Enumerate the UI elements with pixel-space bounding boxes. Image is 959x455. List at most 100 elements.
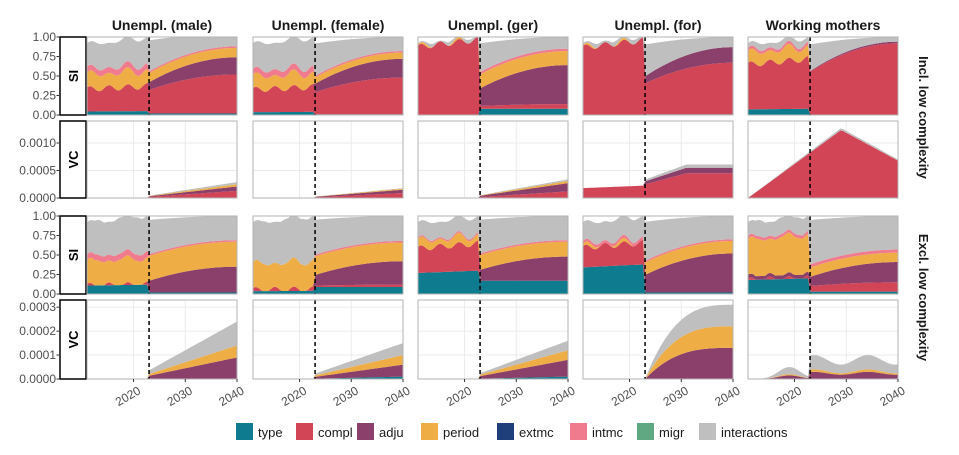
legend-label-interactions: interactions — [721, 425, 788, 440]
area-period — [253, 52, 403, 93]
facet-label-box — [59, 215, 87, 295]
facet-label-box — [59, 120, 87, 199]
area-period — [418, 350, 568, 379]
area-adju — [87, 357, 237, 379]
column-title: Unempl. (female) — [272, 17, 385, 33]
area-compl — [583, 173, 733, 198]
area-adju — [583, 167, 733, 189]
area-interactions — [583, 304, 733, 379]
area-interactions — [87, 37, 237, 72]
area-type — [748, 108, 898, 115]
panel-border — [747, 36, 899, 116]
area-period — [748, 41, 898, 71]
x-tick-label: 2040 — [877, 383, 907, 409]
panel-border — [86, 299, 238, 380]
legend-swatch-migr — [637, 423, 654, 440]
area-period — [583, 237, 733, 275]
legend-label-intmc: intmc — [592, 425, 624, 440]
area-intmc — [418, 231, 568, 255]
x-tick-label: 2020 — [113, 383, 143, 409]
panel-border — [252, 120, 404, 199]
panel-border — [747, 299, 899, 380]
y-tick-label: 0.0002 — [19, 324, 56, 338]
panel — [86, 299, 238, 380]
area-type — [418, 270, 568, 294]
panel — [582, 215, 734, 295]
area-adju — [583, 239, 733, 293]
y-tick-label: 1.00 — [33, 30, 57, 44]
area-interactions — [748, 37, 898, 71]
area-compl — [253, 193, 403, 198]
area-interactions — [418, 37, 568, 72]
panel — [86, 36, 238, 116]
x-tick-label: 2040 — [382, 383, 412, 409]
area-interactions — [253, 216, 403, 266]
panel — [252, 215, 404, 295]
y-tick-label: 0.00 — [33, 108, 57, 122]
legend-swatch-interactions — [699, 423, 716, 440]
legend-swatch-period — [421, 423, 438, 440]
area-interactions — [748, 355, 898, 379]
area-intmc — [418, 37, 568, 75]
area-intmc — [87, 240, 237, 263]
area-type — [253, 111, 403, 115]
panel — [252, 299, 404, 380]
panel-border — [582, 299, 734, 380]
x-tick-label: 2030 — [331, 383, 361, 409]
area-adju — [253, 58, 403, 93]
area-adju — [418, 37, 568, 106]
area-adju — [748, 262, 898, 287]
area-compl — [748, 275, 898, 292]
panel-border — [582, 120, 734, 199]
area-adju — [748, 371, 898, 379]
panel — [86, 215, 238, 295]
legend-swatch-compl — [296, 423, 313, 440]
legend-swatch-intmc — [570, 423, 587, 440]
area-interactions — [87, 216, 237, 257]
area-interactions — [253, 37, 403, 76]
panel — [582, 120, 734, 199]
x-tick-label: 2020 — [774, 383, 804, 409]
panel-border — [417, 120, 569, 199]
panel-border — [252, 215, 404, 295]
panel-bg — [253, 121, 403, 198]
y-tick-label: 0.50 — [33, 248, 57, 262]
legend-label-period: period — [443, 425, 479, 440]
panel — [417, 215, 569, 295]
area-adju — [253, 189, 403, 198]
y-tick-label: 0.00 — [33, 287, 57, 301]
panel — [417, 299, 569, 380]
panel — [747, 299, 899, 380]
y-tick-label: 1.00 — [33, 209, 57, 223]
y-tick-label: 0.0000 — [19, 191, 56, 205]
panel-bg — [87, 121, 237, 198]
legend-swatch-extmc — [497, 423, 514, 440]
area-period — [253, 355, 403, 379]
area-adju — [418, 240, 568, 281]
area-compl — [87, 190, 237, 198]
y-tick-label: 0.25 — [33, 89, 57, 103]
area-compl — [418, 240, 568, 281]
legend-label-type: type — [258, 425, 283, 440]
area-period — [87, 241, 237, 286]
facet-label: VC — [66, 330, 81, 349]
area-type — [583, 264, 733, 294]
x-tick-label: 2040 — [547, 383, 577, 409]
area-intmc — [87, 46, 237, 77]
area-compl — [583, 239, 733, 293]
y-tick-label: 0.25 — [33, 268, 57, 282]
area-period — [87, 345, 237, 379]
column-title: Working mothers — [766, 17, 881, 33]
area-compl — [253, 284, 403, 292]
y-tick-label: 0.0003 — [19, 300, 56, 314]
area-type — [418, 376, 568, 379]
area-type — [253, 376, 403, 379]
panel — [252, 36, 404, 116]
panel-border — [417, 215, 569, 295]
area-intmc — [253, 51, 403, 79]
area-compl — [418, 37, 568, 115]
x-tick-label: 2020 — [609, 383, 639, 409]
row-group-label: Incl. low complexity — [916, 56, 931, 180]
panel-border — [747, 120, 899, 199]
